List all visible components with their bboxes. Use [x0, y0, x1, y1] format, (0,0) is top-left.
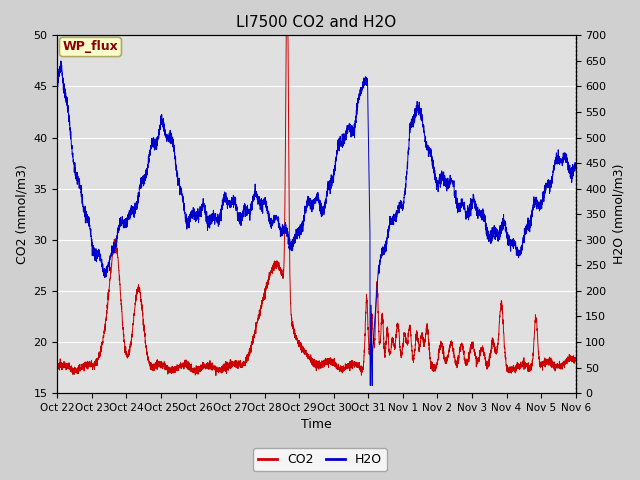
H2O	[366, 383, 374, 388]
CO2	[556, 363, 564, 369]
H2O	[572, 161, 579, 167]
Title: LI7500 CO2 and H2O: LI7500 CO2 and H2O	[236, 15, 397, 30]
CO2	[531, 336, 538, 342]
Line: CO2: CO2	[58, 36, 575, 375]
H2O	[276, 223, 284, 229]
H2O	[271, 217, 279, 223]
H2O	[430, 165, 438, 171]
CO2	[282, 33, 290, 38]
H2O	[300, 212, 308, 218]
Y-axis label: H2O (mmol/m3): H2O (mmol/m3)	[612, 164, 625, 264]
CO2	[300, 346, 308, 352]
CO2	[212, 372, 220, 378]
X-axis label: Time: Time	[301, 419, 332, 432]
H2O	[54, 82, 61, 88]
H2O	[531, 198, 538, 204]
CO2	[572, 355, 579, 361]
H2O	[556, 156, 564, 161]
CO2	[271, 263, 279, 268]
H2O	[57, 58, 65, 64]
CO2	[276, 263, 284, 268]
Legend: CO2, H2O: CO2, H2O	[253, 448, 387, 471]
CO2	[54, 365, 61, 371]
CO2	[430, 364, 438, 370]
Line: H2O: H2O	[58, 61, 575, 385]
Y-axis label: CO2 (mmol/m3): CO2 (mmol/m3)	[15, 164, 28, 264]
Text: WP_flux: WP_flux	[63, 40, 118, 53]
